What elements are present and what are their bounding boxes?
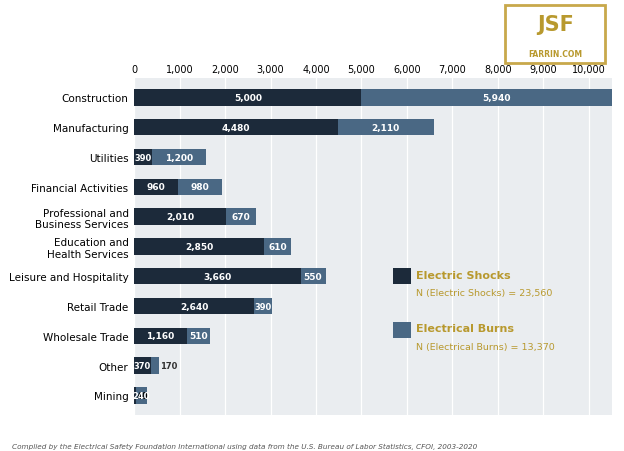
Text: 510: 510 [189,331,208,341]
Text: N (Electric Shocks) = 23,560: N (Electric Shocks) = 23,560 [416,289,552,298]
Text: 170: 170 [160,361,177,370]
Bar [151,358,158,374]
Bar [134,179,178,196]
Bar [134,328,187,344]
Bar [393,268,411,285]
Bar [134,298,254,314]
Bar [136,387,147,404]
Bar [134,209,225,226]
Text: 40: 40 [137,391,149,400]
Text: 1,200: 1,200 [165,153,193,162]
Bar [264,239,291,255]
Text: 960: 960 [147,183,165,192]
Text: 5,940: 5,940 [482,94,511,103]
Bar [152,150,207,166]
Text: 3,660: 3,660 [203,272,232,281]
Text: NONFATAL ELECTRICAL SHOCKS AND: NONFATAL ELECTRICAL SHOCKS AND [14,14,346,28]
Text: 610: 610 [268,243,287,251]
Text: 4,480: 4,480 [222,124,250,133]
Text: Electric Shocks: Electric Shocks [416,270,510,280]
Text: 1,160: 1,160 [147,331,175,341]
Text: 2,640: 2,640 [180,302,208,311]
Bar [361,90,624,106]
Bar [254,298,272,314]
Text: FARRIN.COM: FARRIN.COM [529,50,582,59]
Text: 390: 390 [134,153,152,162]
Bar [134,239,264,255]
Text: 2,110: 2,110 [372,124,400,133]
Text: 390: 390 [255,302,271,311]
Text: N (Electrical Burns) = 13,370: N (Electrical Burns) = 13,370 [416,342,555,351]
Bar [301,268,326,285]
Text: 2,850: 2,850 [185,243,213,251]
Bar [178,179,222,196]
Bar [134,358,151,374]
Text: Complied by the Electrical Safety Foundation International using data from the U: Complied by the Electrical Safety Founda… [12,442,478,449]
Bar [393,322,411,338]
Text: 370: 370 [134,361,151,370]
Bar [338,120,434,136]
Bar [134,90,361,106]
Bar [134,387,136,404]
Bar [187,328,210,344]
Text: 550: 550 [304,272,323,281]
Text: JSF: JSF [537,14,574,34]
Bar [134,120,338,136]
Text: Electrical Burns: Electrical Burns [416,324,514,334]
Text: 2,010: 2,010 [166,213,194,222]
Bar [225,209,256,226]
FancyBboxPatch shape [505,5,605,64]
Text: 980: 980 [191,183,210,192]
Text: BURNS IN THE WORKPLACE, 2003-2020: BURNS IN THE WORKPLACE, 2003-2020 [14,45,369,60]
Text: 5,000: 5,000 [234,94,262,103]
Text: 240: 240 [133,391,150,400]
Bar [134,150,152,166]
Text: 670: 670 [232,213,250,222]
Bar [134,268,301,285]
